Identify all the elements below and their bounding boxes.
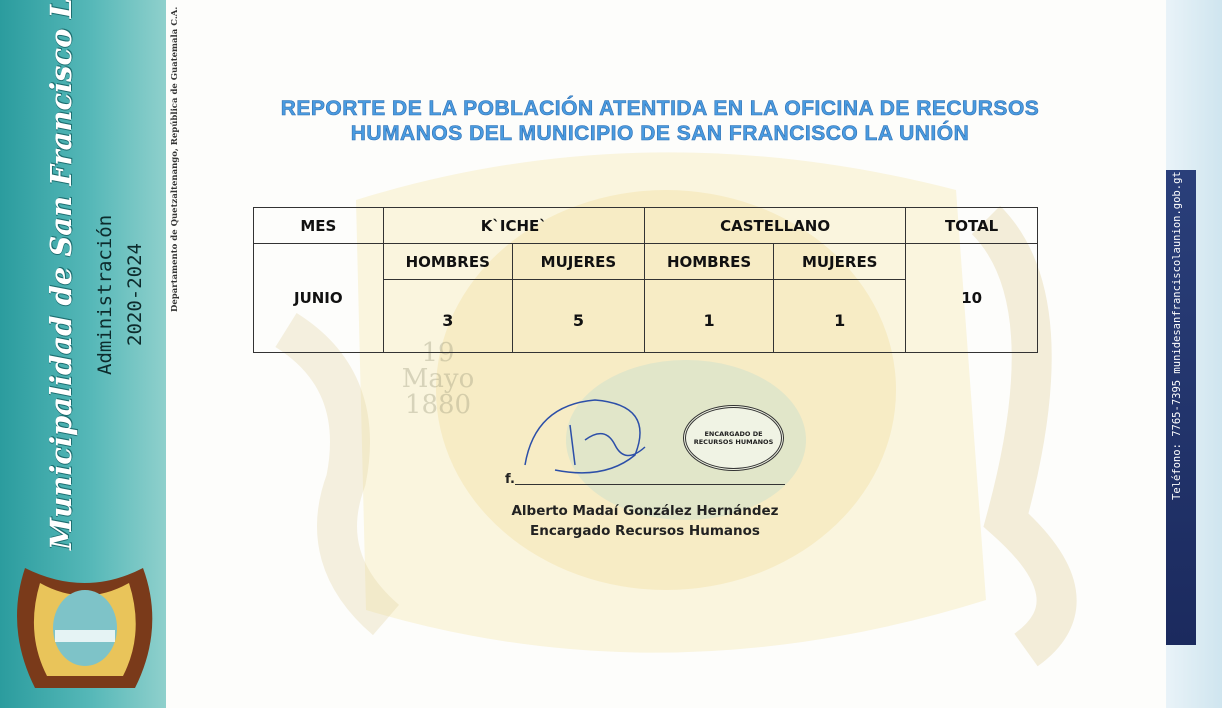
header-cell: MES [253,207,384,244]
header-cell: CASTELLANO [643,207,907,244]
value-cell: 3 [382,279,513,353]
header-cell: K`ICHE` [382,207,645,244]
subheader-cell: MUJERES [773,243,907,280]
contact-band [1166,170,1196,645]
value-cell: 1 [773,279,907,353]
administration: Administración [94,214,116,376]
municipality: Municipalidad de San Francisco La Unión [44,0,78,550]
subheader-row: JUNIO HOMBRES MUJERES HOMBRES MUJERES 10 [253,243,1038,353]
total-cell: 10 [905,243,1038,353]
seal: ENCARGADO DE RECURSOS HUMANOS [683,405,784,471]
signature-prefix: f. [505,472,515,487]
data-row: 3 5 1 1 [254,279,1038,353]
sidebar: Municipalidad de San Francisco La Unión … [0,0,166,708]
contact: Teléfono: 7765-7395 munidesanfranciscola… [1171,171,1183,500]
signer-role: Encargado Recursos Humanos [530,523,760,539]
report-table: MES K`ICHE` CASTELLANO TOTAL JUNIO HOMBR… [253,207,1038,353]
logo [17,568,153,688]
signer-name: Alberto Madaí González Hernández [511,503,779,519]
signature-line [515,484,785,485]
department: Departamento de Quetzaltenango, Repúblic… [170,6,180,312]
value-cell: 5 [511,279,645,353]
header-row: MES K`ICHE` CASTELLANO TOTAL [253,207,1038,244]
signature-scribble [524,399,646,474]
watermark: 19 Mayo 1880 [401,338,475,420]
month-cell: JUNIO [253,243,384,353]
subheader-cell: MUJERES [511,243,645,280]
value-cell: 1 [643,279,775,353]
subheader-cell: HOMBRES [643,243,775,280]
subheader-cell: HOMBRES [382,243,513,280]
period: 2020-2024 [124,243,146,347]
header-cell: TOTAL [905,207,1038,244]
title: REPORTE DE LA POBLACIÓN ATENTIDA EN LA O… [280,97,1040,146]
